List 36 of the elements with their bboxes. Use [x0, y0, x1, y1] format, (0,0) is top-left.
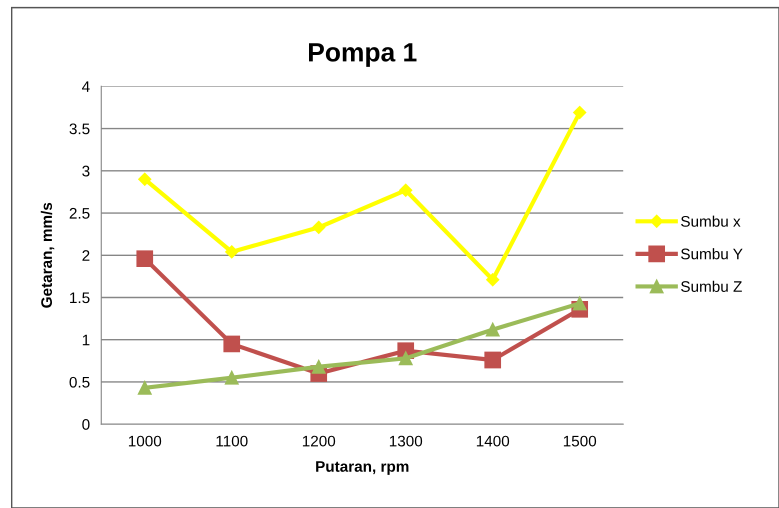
point: [225, 245, 238, 258]
point: [484, 352, 502, 368]
x-tick-label: 1500: [564, 436, 596, 447]
point: [572, 296, 587, 310]
x-tick-label: 1400: [476, 436, 510, 447]
point: [136, 250, 154, 267]
point: [486, 322, 500, 337]
point: [223, 336, 240, 352]
y-tick-label: 1: [82, 334, 90, 346]
x-tick-label: 1000: [128, 436, 162, 447]
point: [398, 351, 413, 366]
point: [486, 273, 500, 286]
point: [138, 380, 152, 395]
point: [138, 172, 152, 186]
y-tick-label: 3.5: [70, 123, 90, 134]
y-tick-label: 0: [82, 419, 90, 430]
y-tick-label: 2: [82, 250, 90, 261]
x-tick-label: 1100: [216, 436, 248, 447]
x-tick-label: 1300: [390, 436, 422, 447]
y-tick-label: 3: [82, 166, 90, 176]
point: [312, 360, 326, 374]
y-tick-label: 4: [82, 81, 90, 92]
legend-label: Sumbu x: [681, 216, 740, 227]
y-axis-title: Getaran, mm/s: [40, 202, 54, 308]
x-axis-title: Putaran, rpm: [316, 461, 408, 475]
point: [312, 220, 326, 234]
point: [399, 184, 412, 197]
y-tick-label: 1.5: [70, 292, 90, 304]
chart-title: Pompa 1: [309, 43, 416, 67]
y-tick-label: 0.5: [70, 376, 90, 388]
legend-label: Sumbu Z: [681, 280, 742, 292]
point: [224, 370, 239, 385]
y-tick-label: 2.5: [70, 208, 90, 219]
x-tick-label: 1200: [302, 436, 336, 447]
legend-label: Sumbu Y: [681, 248, 743, 260]
point: [573, 106, 586, 120]
